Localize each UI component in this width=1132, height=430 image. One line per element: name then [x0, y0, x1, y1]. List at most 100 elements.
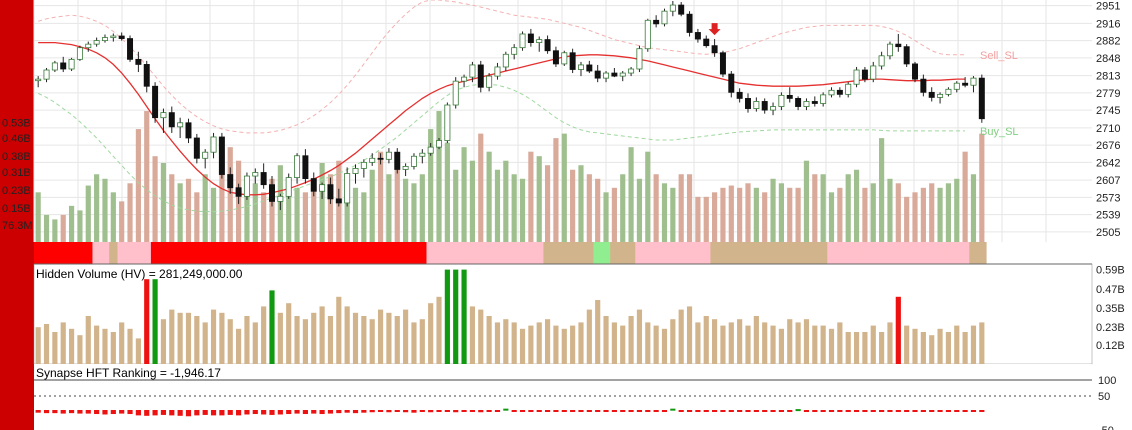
hft-bar [319, 410, 325, 415]
hv-axis: 0.59B 0.47B 0.35B 0.23B 0.12B [1096, 265, 1125, 352]
hft-bar [544, 410, 551, 412]
hft-bar [336, 410, 342, 414]
hft-bar [570, 410, 576, 412]
signal-band-cell [710, 242, 720, 264]
candle-body [486, 75, 493, 88]
candle-body [344, 173, 351, 204]
hft-bar [812, 410, 818, 412]
candle-body [327, 184, 334, 200]
stop-loss-label: Sell_SL [980, 50, 1018, 62]
volume-bar [269, 178, 275, 242]
hft-bar [210, 410, 217, 416]
candle-body [218, 136, 225, 175]
candle-body [419, 152, 426, 157]
hft-bar [795, 409, 801, 412]
hft-bar [361, 410, 367, 413]
signal-band-cell [242, 242, 252, 264]
candle-body [861, 69, 868, 80]
volume-bar [862, 187, 868, 242]
hv-bar [912, 328, 918, 364]
hft-bar [745, 410, 751, 412]
volume-bar [620, 174, 626, 242]
hft-bar [444, 410, 450, 412]
candle-body [227, 174, 234, 189]
hft-bar [653, 410, 659, 412]
volume-bar [653, 174, 659, 242]
candle-body [778, 94, 785, 107]
candle-body [569, 52, 576, 70]
hv-bar [85, 316, 91, 364]
hft-tick-label: -50 [1098, 425, 1114, 430]
volume-bar [169, 174, 175, 242]
volume-tick-label: 0.53B [2, 117, 31, 129]
hft-bar [970, 410, 977, 412]
price-tick-label: 2539 [1096, 210, 1120, 222]
hv-tick-label: 0.59B [1096, 265, 1125, 277]
signal-band-cell [585, 242, 595, 264]
hv-bar [294, 316, 300, 364]
hv-bar [970, 325, 977, 364]
signal-band-cell [835, 242, 845, 264]
hv-bar [60, 322, 66, 364]
signal-band-cell [234, 242, 244, 264]
volume-bar [603, 192, 609, 242]
signal-band-cell [326, 242, 336, 264]
hft-bar [227, 410, 233, 415]
volume-bar [795, 187, 801, 242]
signal-band-cell [334, 242, 344, 264]
candle-body [736, 91, 743, 99]
candle-body [35, 78, 42, 82]
hv-bar [937, 328, 943, 364]
signal-band-cell [42, 242, 52, 264]
signal-band-cell [50, 242, 60, 264]
signal-band-cell [944, 242, 954, 264]
hft-bar [185, 410, 192, 417]
hv-bar [929, 335, 935, 364]
signal-band-cell [184, 242, 194, 264]
candle-body [310, 178, 317, 192]
hv-bar [645, 322, 651, 364]
hv-bar [377, 309, 384, 364]
hft-bar [578, 410, 584, 412]
hv-bar [787, 319, 793, 364]
price-tick-label: 2813 [1096, 71, 1120, 83]
moving-average-layer [38, 41, 966, 196]
volume-bar [503, 160, 509, 242]
hft-bar [144, 410, 150, 416]
hft-bar [912, 410, 918, 412]
volume-bar [920, 187, 926, 242]
volume-bar [812, 174, 818, 242]
price-tick-label: 2882 [1096, 36, 1120, 48]
hft-bar [870, 410, 876, 412]
signal-band-cell [309, 242, 319, 264]
volume-bar [595, 178, 601, 242]
hft-bar [244, 410, 250, 415]
hft-bar [645, 410, 651, 412]
signal-band-cell [935, 242, 945, 264]
hv-bar [862, 332, 868, 364]
signal-band-cell [685, 242, 695, 264]
signal-band-cell [84, 242, 94, 264]
hv-bar [870, 325, 876, 364]
volume-bar [486, 151, 492, 242]
hft-bar [945, 410, 952, 412]
signal-band-cell [551, 242, 561, 264]
hv-bar [110, 332, 116, 364]
volume-bar [361, 192, 367, 242]
volume-bar [344, 178, 350, 242]
hft-bar [703, 410, 709, 412]
hv-bar [561, 328, 567, 364]
hft-bar [469, 410, 476, 412]
volume-bar [937, 187, 943, 242]
volume-bar [712, 192, 718, 242]
signal-band-cell [618, 242, 628, 264]
volume-bar [152, 156, 158, 242]
candle-body [235, 187, 242, 197]
volume-tick-label: 0.38B [2, 151, 31, 163]
hv-bar [603, 316, 609, 364]
candle-body [770, 106, 777, 111]
candle-body [937, 93, 944, 98]
hft-bar [937, 410, 943, 412]
signal-band-cell [292, 242, 302, 264]
signal-band-cell [384, 242, 394, 264]
